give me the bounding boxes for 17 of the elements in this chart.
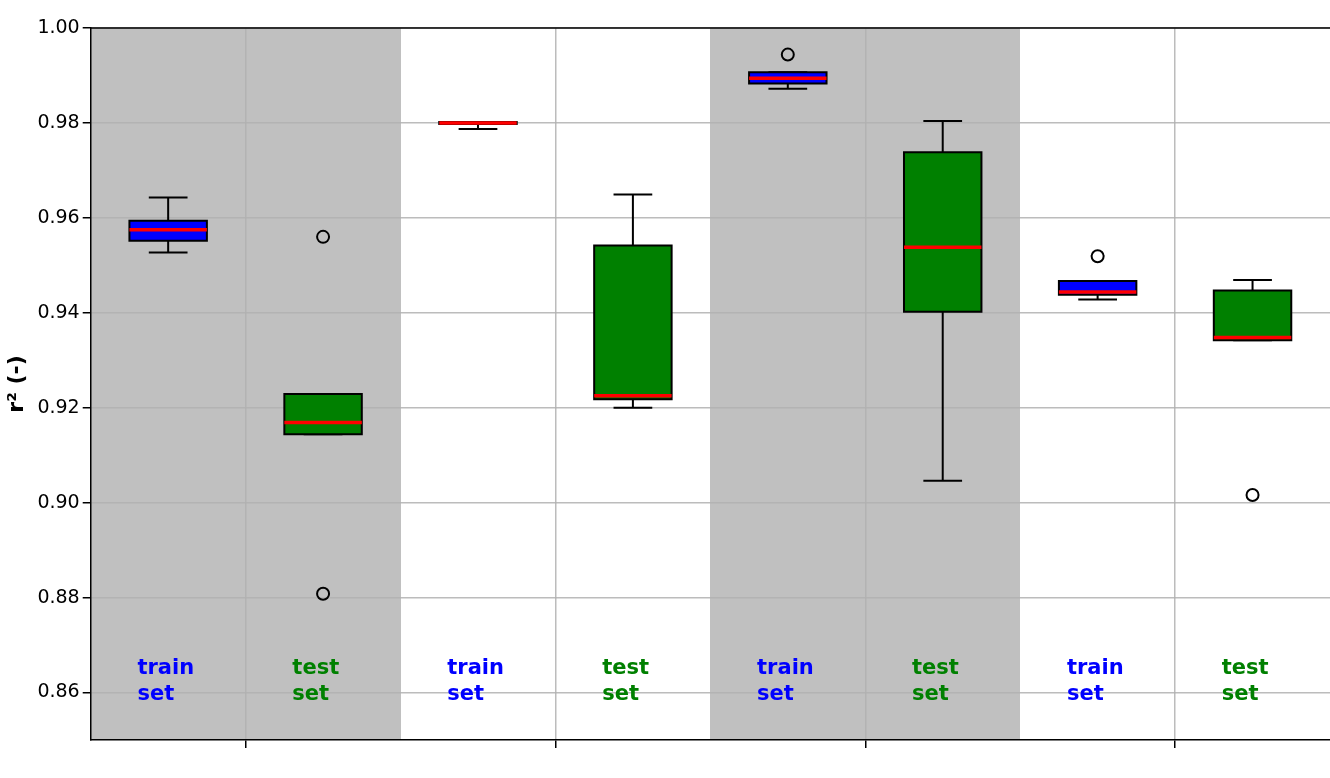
y-tick-label: 0.96 <box>37 204 80 227</box>
text: train set <box>1066 655 1124 705</box>
y-axis-title: r² (-) <box>2 355 28 413</box>
y-tick-label: 0.98 <box>37 109 80 132</box>
y-tick-label: 0.86 <box>37 679 80 702</box>
text: train set <box>137 655 195 705</box>
text: train set <box>447 655 504 705</box>
y-tick-label: 0.94 <box>37 299 80 322</box>
text: train set <box>757 655 814 705</box>
text: test set <box>292 655 340 705</box>
y-tick-label: 0.88 <box>37 584 80 607</box>
text: test set <box>602 655 649 705</box>
y-tick-label: 0.90 <box>37 489 80 512</box>
text: test set <box>1221 655 1269 705</box>
y-tick-label: 1.00 <box>37 14 80 37</box>
y-tick-label: 0.92 <box>37 394 80 417</box>
text: test set <box>911 655 959 705</box>
